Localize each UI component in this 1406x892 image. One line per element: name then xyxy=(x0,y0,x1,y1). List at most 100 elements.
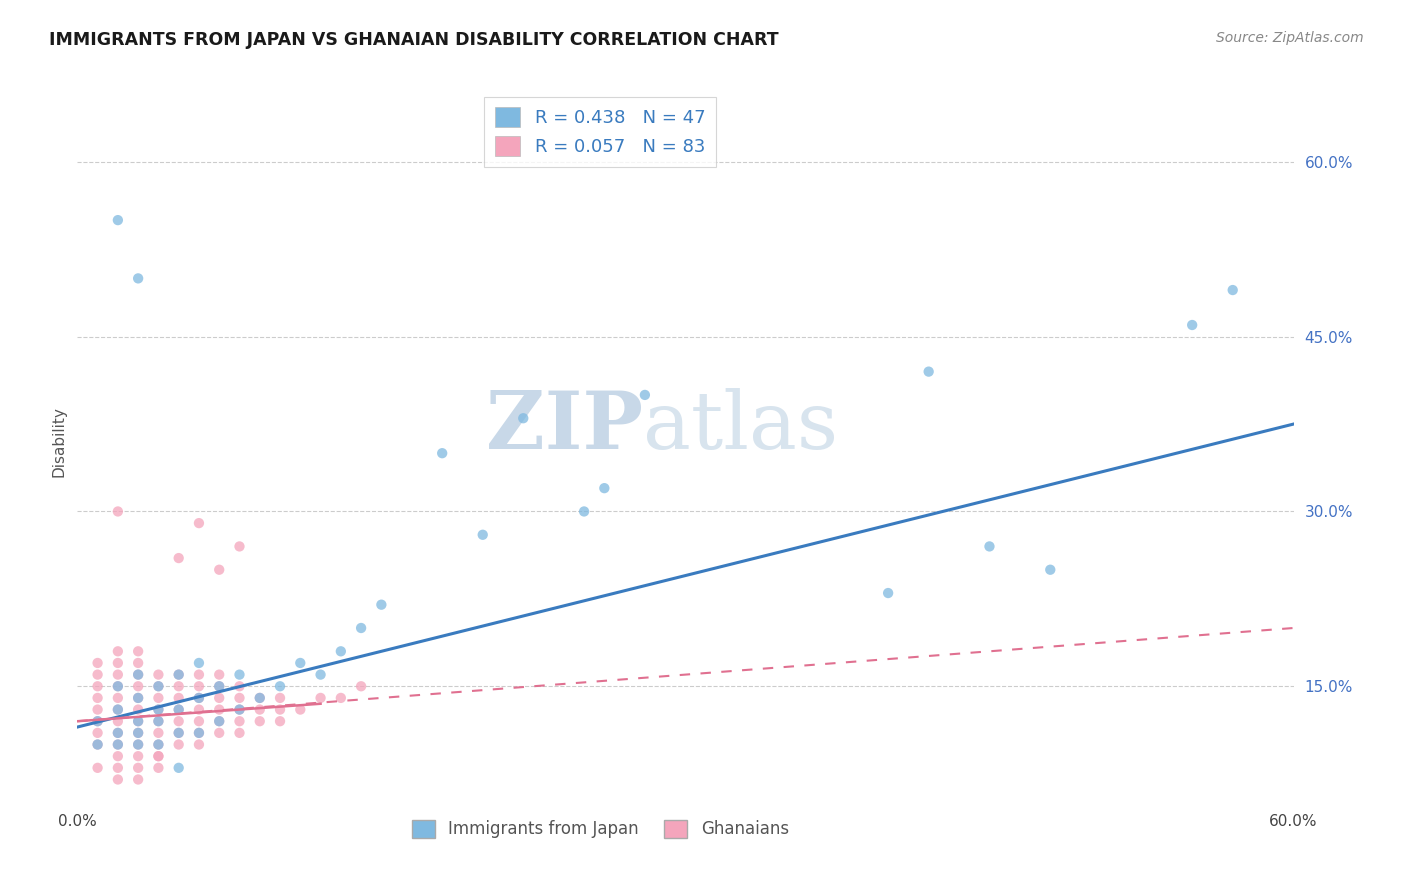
Point xyxy=(107,690,129,705)
Point xyxy=(148,702,170,716)
Point xyxy=(269,714,291,729)
Point xyxy=(167,702,190,716)
Point xyxy=(127,690,149,705)
Point xyxy=(127,679,149,693)
Point xyxy=(188,690,211,705)
Point xyxy=(167,679,190,693)
Point xyxy=(107,702,129,716)
Point xyxy=(350,679,373,693)
Point xyxy=(249,690,271,705)
Point xyxy=(107,213,129,227)
Point xyxy=(370,598,392,612)
Point xyxy=(228,702,250,716)
Point xyxy=(127,726,149,740)
Point xyxy=(329,690,352,705)
Point xyxy=(167,761,190,775)
Point xyxy=(127,726,149,740)
Point xyxy=(148,714,170,729)
Point xyxy=(127,772,149,787)
Point xyxy=(249,690,271,705)
Point xyxy=(107,772,129,787)
Point xyxy=(188,714,211,729)
Point xyxy=(107,714,129,729)
Point xyxy=(86,679,108,693)
Point xyxy=(86,714,108,729)
Point xyxy=(167,714,190,729)
Point xyxy=(208,714,231,729)
Point xyxy=(107,644,129,658)
Text: ZIP: ZIP xyxy=(486,388,643,467)
Point xyxy=(127,702,149,716)
Point xyxy=(107,749,129,764)
Point xyxy=(167,726,190,740)
Point xyxy=(572,504,595,518)
Point xyxy=(249,714,271,729)
Point xyxy=(208,714,231,729)
Text: Source: ZipAtlas.com: Source: ZipAtlas.com xyxy=(1216,31,1364,45)
Point xyxy=(430,446,453,460)
Point xyxy=(167,667,190,681)
Point xyxy=(127,714,149,729)
Point xyxy=(127,667,149,681)
Point xyxy=(107,738,129,752)
Point xyxy=(208,679,231,693)
Point xyxy=(1222,283,1244,297)
Point xyxy=(107,761,129,775)
Point xyxy=(593,481,616,495)
Text: IMMIGRANTS FROM JAPAN VS GHANAIAN DISABILITY CORRELATION CHART: IMMIGRANTS FROM JAPAN VS GHANAIAN DISABI… xyxy=(49,31,779,49)
Point xyxy=(188,516,211,530)
Point xyxy=(208,690,231,705)
Point xyxy=(208,702,231,716)
Point xyxy=(107,679,129,693)
Point xyxy=(127,738,149,752)
Point xyxy=(148,738,170,752)
Point xyxy=(208,563,231,577)
Point xyxy=(107,667,129,681)
Point xyxy=(188,702,211,716)
Point xyxy=(877,586,900,600)
Point xyxy=(148,738,170,752)
Point xyxy=(167,551,190,566)
Point xyxy=(188,690,211,705)
Point xyxy=(350,621,373,635)
Point xyxy=(269,679,291,693)
Point xyxy=(167,690,190,705)
Point xyxy=(148,749,170,764)
Y-axis label: Disability: Disability xyxy=(51,406,66,477)
Point xyxy=(290,656,312,670)
Point xyxy=(228,540,250,554)
Point xyxy=(309,667,332,681)
Point xyxy=(269,690,291,705)
Point xyxy=(127,656,149,670)
Point xyxy=(107,726,129,740)
Point xyxy=(148,667,170,681)
Point xyxy=(127,738,149,752)
Point xyxy=(290,702,312,716)
Point xyxy=(167,702,190,716)
Point xyxy=(188,679,211,693)
Point xyxy=(228,714,250,729)
Point xyxy=(127,667,149,681)
Point xyxy=(86,738,108,752)
Point xyxy=(107,656,129,670)
Point xyxy=(148,702,170,716)
Point xyxy=(148,761,170,775)
Point xyxy=(228,679,250,693)
Point xyxy=(86,702,108,716)
Text: atlas: atlas xyxy=(643,388,838,467)
Point xyxy=(329,644,352,658)
Point xyxy=(1181,318,1204,332)
Point xyxy=(107,726,129,740)
Point xyxy=(86,726,108,740)
Point xyxy=(228,702,250,716)
Point xyxy=(228,690,250,705)
Point xyxy=(512,411,534,425)
Point xyxy=(86,761,108,775)
Point xyxy=(148,679,170,693)
Point xyxy=(127,271,149,285)
Point xyxy=(148,726,170,740)
Point xyxy=(86,714,108,729)
Point xyxy=(127,644,149,658)
Point xyxy=(249,702,271,716)
Point xyxy=(86,738,108,752)
